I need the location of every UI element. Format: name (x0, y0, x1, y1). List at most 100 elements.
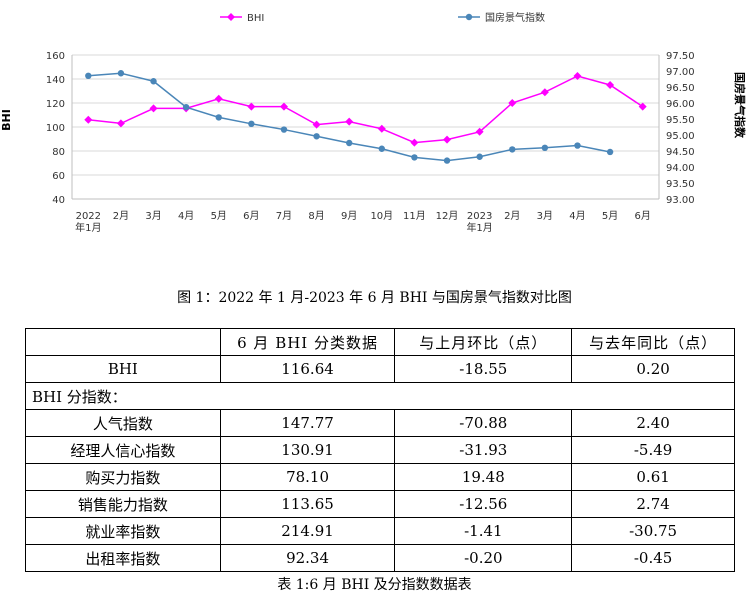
series-line-housing-index (88, 72, 611, 162)
y-axis-right-label: 国房景气指数 (733, 72, 747, 139)
header-cell-value: 6 月 BHI 分类数据 (219, 328, 396, 356)
section-label: BHI 分指数： (25, 382, 735, 410)
data-point (215, 114, 222, 121)
x-tick-label: 9月 (341, 210, 357, 222)
row-label: 销售能力指数 (25, 490, 221, 518)
table-section-row: BHI 分指数： (25, 382, 735, 410)
row-value: 116.64 (219, 355, 396, 383)
data-point (606, 81, 615, 89)
row-label: BHI (25, 355, 221, 383)
y-right-tick-label: 96.00 (666, 99, 695, 110)
row-yoy: -0.45 (571, 544, 735, 572)
table-row: 销售能力指数 113.65 -12.56 2.74 (25, 490, 735, 518)
x-tick-label: 5月 (602, 210, 618, 222)
data-point (85, 72, 92, 80)
data-point (149, 104, 158, 113)
x-tick-label: 年1月 (75, 221, 101, 234)
table-row: 就业率指数 214.91 -1.41 -30.75 (25, 517, 735, 545)
table-row: 人气指数 147.77 -70.88 2.40 (25, 409, 735, 437)
legend-marker (465, 13, 473, 21)
table-caption: 表 1:6 月 BHI 及分指数数据表 (277, 577, 472, 593)
data-point (182, 103, 190, 111)
data-point (313, 133, 320, 140)
data-point (84, 115, 93, 124)
chart-legend: BHI 国房景气指数 (220, 11, 545, 24)
table-row: 购买力指数 78.10 19.48 0.61 (25, 463, 735, 491)
y-right-tick-label: 97.50 (666, 51, 695, 62)
y-right-tick-label: 97.00 (666, 67, 695, 78)
bhi-vs-housing-index-chart: 40 60 80 100 120 140 160 93.00 93.50 94.00 94.50 95… (0, 11, 747, 234)
data-point (476, 153, 483, 160)
row-label: 经理人信心指数 (25, 436, 221, 464)
y-left-tick-label: 100 (46, 123, 65, 134)
row-mom: -31.93 (394, 436, 573, 464)
y-right-tick-label: 95.50 (666, 115, 695, 126)
legend-marker (227, 13, 235, 21)
legend-label: 国房景气指数 (485, 11, 545, 24)
data-point (509, 146, 516, 153)
row-mom: -18.55 (394, 355, 573, 383)
x-tick-label: 年1月 (466, 221, 492, 234)
row-label: 出租率指数 (25, 544, 221, 572)
data-point (345, 139, 353, 147)
row-label: 购买力指数 (25, 463, 221, 491)
data-point (411, 154, 418, 161)
chart-gridlines (72, 54, 659, 200)
header-cell-yoy: 与去年同比（点） (571, 328, 735, 356)
chart-tick-labels: 40 60 80 100 120 140 160 93.00 93.50 94.00 94.50 95… (46, 51, 695, 234)
data-point (247, 102, 256, 111)
y-right-tick-label: 96.50 (666, 83, 695, 94)
x-tick-label: 6月 (635, 210, 651, 222)
y-left-tick-label: 160 (46, 51, 65, 62)
row-value: 130.91 (219, 436, 396, 464)
data-point (214, 94, 223, 103)
data-point (443, 157, 451, 164)
x-tick-label: 7月 (276, 210, 292, 222)
y-axis-left-label: BHI (0, 109, 13, 131)
figure-caption: 图 1：2022 年 1 月-2023 年 6 月 BHI 与国房景气指数对比图 (177, 290, 572, 306)
bhi-data-table: 6 月 BHI 分类数据 与上月环比（点） 与去年同比（点） BHI 116.6… (25, 328, 735, 572)
x-tick-label: 8月 (308, 210, 324, 222)
y-left-tick-label: 140 (46, 75, 65, 86)
data-point (540, 88, 549, 97)
x-tick-label: 6月 (243, 210, 259, 222)
y-right-tick-label: 93.50 (666, 179, 695, 190)
row-yoy: -30.75 (571, 517, 735, 545)
x-tick-label: 2月 (113, 210, 129, 222)
x-tick-label: 11月 (403, 210, 426, 222)
x-tick-label: 10月 (370, 210, 393, 222)
series-line-bhi (88, 75, 644, 144)
table-row: 经理人信心指数 130.91 -31.93 -5.49 (25, 436, 735, 464)
row-mom: -1.41 (394, 517, 573, 545)
data-point (378, 145, 386, 152)
row-mom: 19.48 (394, 463, 573, 491)
x-tick-label: 2月 (504, 210, 520, 222)
data-point (475, 127, 484, 136)
header-cell-mom: 与上月环比（点） (394, 328, 573, 356)
data-point (638, 102, 647, 111)
row-yoy: 0.61 (571, 463, 735, 491)
data-point (117, 70, 125, 77)
row-label: 人气指数 (25, 409, 221, 437)
y-left-tick-label: 80 (52, 147, 65, 158)
table-row-bhi: BHI 116.64 -18.55 0.20 (25, 355, 735, 383)
data-point (606, 148, 614, 156)
x-tick-label: 3月 (537, 210, 553, 222)
x-tick-label: 2022 (76, 211, 101, 222)
row-yoy: 0.20 (571, 355, 735, 383)
y-right-tick-label: 93.00 (666, 195, 695, 206)
data-point (279, 102, 288, 111)
data-point (541, 144, 549, 151)
row-yoy: -5.49 (571, 436, 735, 464)
y-right-tick-label: 94.00 (666, 163, 695, 174)
y-left-tick-label: 120 (46, 99, 65, 110)
x-tick-label: 12月 (436, 210, 459, 222)
row-value: 147.77 (219, 409, 396, 437)
row-mom: -12.56 (394, 490, 573, 518)
y-left-tick-label: 60 (52, 171, 65, 182)
row-value: 113.65 (219, 490, 396, 518)
y-right-tick-label: 95.00 (666, 131, 695, 142)
row-mom: -0.20 (394, 544, 573, 572)
data-point (574, 142, 581, 149)
x-tick-label: 5月 (211, 210, 227, 222)
